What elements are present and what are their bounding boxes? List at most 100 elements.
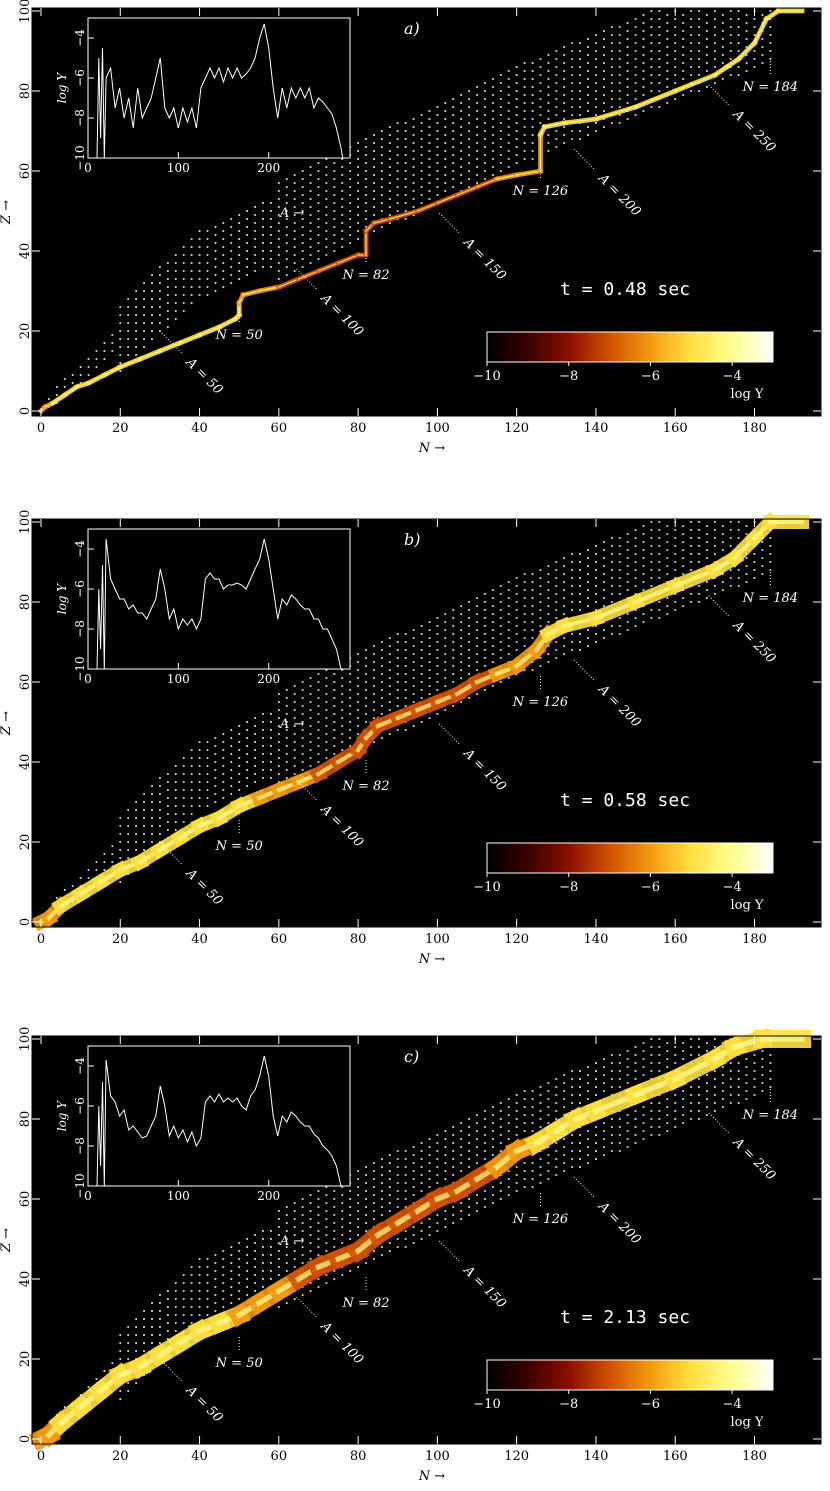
- nucleus-dot: [491, 1122, 494, 1124]
- nucleus-dot: [404, 633, 407, 635]
- nucleus-dot: [396, 1238, 399, 1240]
- nucleus-dot: [135, 338, 138, 340]
- nucleus-dot: [135, 809, 138, 811]
- nucleus-dot: [745, 533, 748, 535]
- nucleus-dot: [690, 26, 692, 28]
- nucleus-dot: [476, 166, 478, 168]
- inset-y-tick-label: −10: [73, 1173, 87, 1198]
- nucleus-dot: [698, 1054, 700, 1056]
- nucleus-dot: [444, 1178, 447, 1180]
- nucleus-dot: [452, 138, 455, 140]
- nucleus-dot: [555, 50, 558, 52]
- nucleus-dot: [127, 354, 130, 356]
- nucleus-dot: [468, 1166, 471, 1168]
- nucleus-dot: [198, 765, 201, 767]
- nucleus-dot: [476, 1114, 478, 1116]
- nucleus-dot: [317, 170, 320, 172]
- nucleus-dot: [373, 150, 375, 152]
- nucleus-dot: [301, 1214, 304, 1216]
- nucleus-dot: [761, 54, 764, 56]
- nucleus-dot: [721, 589, 724, 591]
- nucleus-dot: [341, 246, 344, 248]
- nucleus-dot: [476, 86, 478, 88]
- nucleus-dot: [587, 102, 589, 104]
- panel-tag: a): [404, 19, 420, 38]
- nucleus-dot: [491, 94, 494, 96]
- nucleus-dot: [491, 1146, 494, 1148]
- nucleus-dot: [674, 34, 677, 36]
- nucleus-dot: [198, 286, 201, 288]
- nucleus-dot: [555, 114, 558, 116]
- nucleus-dot: [650, 553, 653, 555]
- nucleus-dot: [396, 673, 399, 675]
- nucleus-dot: [380, 657, 383, 659]
- nucleus-dot: [309, 198, 312, 200]
- nucleus-dot: [658, 1102, 661, 1104]
- nucleus-dot: [484, 1158, 486, 1160]
- nucleus-dot: [222, 1250, 225, 1252]
- nucleus-dot: [174, 1306, 177, 1308]
- nucleus-dot: [317, 178, 320, 180]
- nucleus-dot: [317, 737, 320, 739]
- nucleus-dot: [602, 110, 605, 112]
- nucleus-dot: [587, 1130, 589, 1132]
- nucleus-dot: [642, 78, 645, 80]
- nucleus-dot: [349, 162, 352, 164]
- nucleus-dot: [428, 182, 431, 184]
- nucleus-dot: [761, 1074, 764, 1076]
- nucleus-dot: [357, 1194, 360, 1196]
- nucleus-dot: [373, 1170, 375, 1172]
- nucleus-dot: [190, 1282, 193, 1284]
- nucleus-dot: [579, 569, 581, 571]
- nucleus-dot: [507, 86, 510, 88]
- nucleus-dot: [277, 781, 280, 783]
- nucleus-dot: [642, 581, 645, 583]
- nucleus-dot: [729, 58, 732, 60]
- nucleus-dot: [698, 1078, 700, 1080]
- nucleus-dot: [206, 246, 209, 248]
- nucleus-dot: [151, 306, 153, 308]
- nucleus-dot: [325, 174, 328, 176]
- nucleus-dot: [277, 765, 280, 767]
- nucleus-dot: [595, 585, 597, 587]
- nucleus-dot: [55, 386, 58, 388]
- nucleus-dot: [301, 194, 304, 196]
- nucleus-dot: [515, 90, 518, 92]
- nucleus-dot: [452, 1126, 455, 1128]
- nucleus-dot: [285, 258, 288, 260]
- nucleus-dot: [658, 34, 661, 36]
- nucleus-dot: [325, 1250, 328, 1252]
- nucleus-dot: [468, 1142, 471, 1144]
- nucleus-dot: [262, 1238, 264, 1240]
- nucleus-dot: [412, 206, 415, 208]
- nucleus-dot: [285, 713, 288, 715]
- nucleus-dot: [579, 1158, 581, 1160]
- nucleus-dot: [444, 637, 447, 639]
- nucleus-dot: [428, 653, 431, 655]
- nucleus-dot: [166, 270, 169, 272]
- nucleus-dot: [642, 1114, 645, 1116]
- nucleus-dot: [579, 609, 581, 611]
- nucleus-dot: [769, 1070, 772, 1072]
- nucleus-dot: [706, 1082, 708, 1084]
- nucleus-dot: [682, 46, 685, 48]
- nucleus-dot: [571, 42, 574, 44]
- nucleus-dot: [729, 521, 732, 523]
- nucleus-dot: [420, 657, 423, 659]
- nucleus-dot: [721, 525, 724, 527]
- nucleus-dot: [333, 170, 336, 172]
- nucleus-dot: [365, 1166, 367, 1168]
- nucleus-dot: [674, 50, 677, 52]
- nucleus-dot: [206, 1298, 209, 1300]
- nucleus-dot: [698, 1086, 700, 1088]
- nucleus-dot: [230, 1254, 233, 1256]
- nucleus-dot: [484, 130, 486, 132]
- nucleus-dot: [380, 202, 383, 204]
- nucleus-dot: [349, 729, 352, 731]
- nucleus-dot: [499, 1102, 502, 1104]
- nucleus-dot: [317, 226, 320, 228]
- nucleus-dot: [507, 166, 510, 168]
- nucleus-dot: [452, 130, 455, 132]
- nucleus-dot: [452, 1174, 455, 1176]
